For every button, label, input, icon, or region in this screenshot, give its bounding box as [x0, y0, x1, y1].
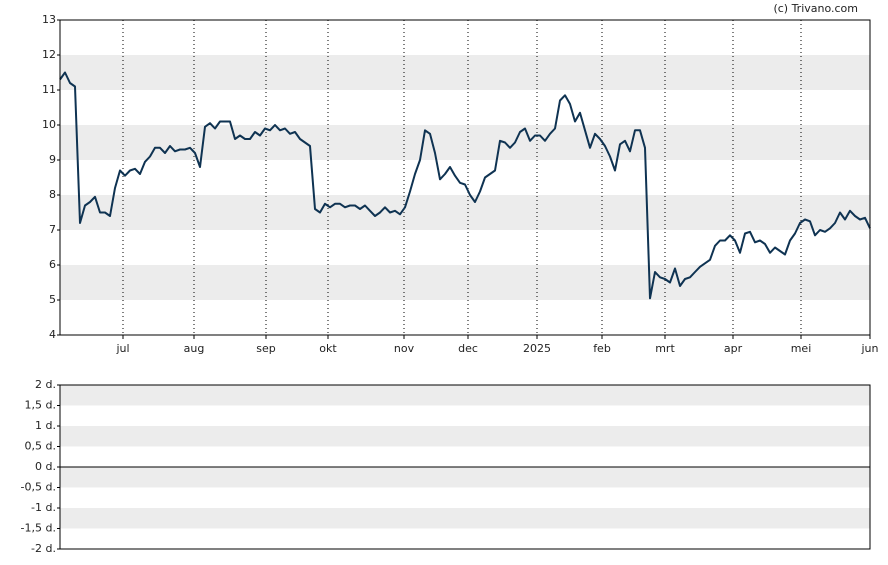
y-tick-label: 4 — [49, 328, 56, 341]
y-tick-label: 7 — [49, 223, 56, 236]
grid-band — [60, 265, 870, 300]
y-tick-label: -0,5 d. — [21, 481, 56, 494]
plot-frame — [59, 19, 871, 336]
x-tick-label: sep — [256, 342, 275, 355]
y-tick-label: -2 d. — [31, 542, 56, 555]
grid-band — [60, 426, 870, 447]
grid-band — [60, 508, 870, 529]
x-tick-label: apr — [724, 342, 743, 355]
x-tick-label: jun — [861, 342, 879, 355]
price-line — [59, 71, 871, 300]
y-tick-label: 6 — [49, 258, 56, 271]
y-tick-label: 13 — [42, 13, 56, 26]
x-tick-label: aug — [184, 342, 205, 355]
x-tick-label: okt — [319, 342, 337, 355]
grid-band — [60, 385, 870, 406]
y-tick-label: 10 — [42, 118, 56, 131]
y-tick-label: 11 — [42, 83, 56, 96]
grid-band — [60, 55, 870, 90]
credit: (c) Trivano.com — [773, 2, 858, 15]
y-tick-label: 9 — [49, 153, 56, 166]
y-tick-label: -1,5 d. — [21, 522, 56, 535]
x-tick-label: 2025 — [523, 342, 551, 355]
y-tick-label: 5 — [49, 293, 56, 306]
x-tick-label: mei — [791, 342, 812, 355]
y-tick-label: -1 d. — [31, 501, 56, 514]
y-tick-label: 1,5 d. — [25, 399, 56, 412]
grid-band — [60, 125, 870, 160]
grid-band — [60, 467, 870, 488]
x-tick-label: dec — [458, 342, 478, 355]
y-tick-label: 12 — [42, 48, 56, 61]
y-tick-label: 8 — [49, 188, 56, 201]
grid-band — [60, 195, 870, 230]
y-tick-label: 0 d. — [35, 460, 56, 473]
x-tick-label: nov — [394, 342, 415, 355]
y-tick-label: 0,5 d. — [25, 440, 56, 453]
x-tick-label: jul — [115, 342, 129, 355]
plot-frame — [59, 384, 871, 550]
x-tick-label: mrt — [655, 342, 675, 355]
x-tick-label: feb — [593, 342, 611, 355]
y-tick-label: 1 d. — [35, 419, 56, 432]
y-tick-label: 2 d. — [35, 378, 56, 391]
